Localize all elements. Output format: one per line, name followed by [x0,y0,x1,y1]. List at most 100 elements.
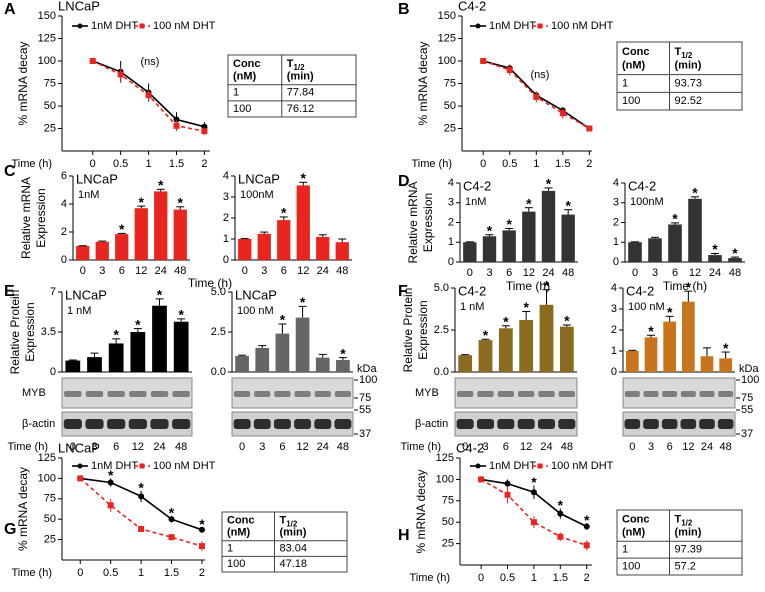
blot-band [537,419,556,429]
y-tick-label: 1 [448,236,454,248]
bar [87,357,102,372]
blot-band [107,391,125,397]
panel-letter: C [4,163,16,180]
x-tick-label: 48 [562,267,574,279]
data-point [478,476,485,483]
data-point [198,543,205,550]
y-tick-label: 0 [223,254,229,266]
y-tick-label: 125 [38,32,56,44]
blot-band [129,391,147,397]
x-tick-label: 0.5 [113,158,128,170]
blot-band [294,391,311,397]
blot-band [680,419,697,429]
y-axis-label: Relative mRNA [19,177,33,259]
x-tick-label: 1 [138,567,144,579]
significance-label: * [340,345,346,361]
blot-band [63,419,82,429]
table-cell: 1 [622,77,628,89]
y-tick-label: 125 [438,32,456,44]
table-header-text: Conc [622,46,650,58]
chart-subtitle: 1 nM [67,305,91,317]
bar [238,239,252,260]
chart-subtitle: 100nM [630,196,664,208]
significance-label: * [280,312,286,328]
blot-band [624,391,640,397]
bar [478,340,493,372]
kda-marker: 55 [741,404,753,416]
table-header-sub: 1/2 [681,51,693,60]
x-tick-label: 2 [584,572,590,584]
blot-band [456,419,474,429]
significance-label: * [672,211,678,227]
table-header-sub: 1/2 [293,63,305,72]
bar [336,360,350,372]
x-tick-label: 6 [503,441,509,453]
blot-panel [61,377,193,409]
table-header-text: T [280,515,287,527]
x-tick-label: 48 [561,441,573,453]
y-tick-label: 1 [223,233,229,245]
x-tick-label: 0 [480,158,486,170]
bar [335,242,349,260]
y-tick-label: 1 [613,236,619,248]
x-tick-label: 1 [146,158,152,170]
x-tick-label: 0.5 [500,572,515,584]
table-cell: 76.12 [287,103,315,115]
significance-label: * [723,340,729,356]
y-tick-label: 5.0 [211,286,226,298]
kda-label: kDa [357,363,377,375]
legend-marker [139,23,145,29]
y-tick-label: 100 [438,55,456,67]
x-axis-label: Time (h) [506,279,550,293]
legend-marker [537,23,543,29]
table-header-sub: 1/2 [681,518,693,527]
y-tick-label: 150 [438,10,456,22]
bar [625,351,639,372]
chart-subtitle: 100 nM [628,301,665,313]
data-point [530,489,537,496]
bar [235,356,249,372]
y-tick-label: 7 [50,286,56,298]
annotation: (ns) [531,69,550,81]
x-tick-label: 12 [682,441,694,453]
x-tick-label: 48 [336,265,348,277]
table-header-text: Conc [233,58,261,70]
bar [519,319,534,372]
x-tick-label: 0 [632,267,638,279]
legend-marker [77,23,83,29]
y-tick-label: 50 [444,100,456,112]
y-axis-label: % mRNA decay [414,469,428,553]
chart-subtitle: 100 nM [237,305,274,317]
blot-band [314,391,331,397]
y-axis-label: % mRNA decay [16,467,30,551]
x-tick-label: 12 [132,441,144,453]
table-cell: 100 [227,558,245,570]
blot-band [558,419,576,429]
y-tick-label: 2 [448,216,454,228]
blot-band [274,391,291,397]
bar [681,301,695,372]
blot-band [558,391,575,397]
data-point [138,493,145,500]
bar [522,211,536,262]
table-header: Conc [622,46,650,58]
x-axis-label: Time (h) [11,158,52,170]
blot-band [718,391,734,397]
data-point [530,519,537,526]
y-tick-label: 0 [613,256,619,268]
y-tick-label: 4 [613,177,619,189]
data-point [583,542,590,549]
blot-band [457,391,474,397]
table-header: T1/2 [675,513,693,527]
bar [95,241,109,260]
data-point [559,110,566,117]
y-tick-label: 125 [38,452,56,464]
x-tick-label: 0.5 [103,567,118,579]
x-tick-label: 1 [533,158,539,170]
y-tick-label: 150 [38,10,56,22]
data-point [506,67,513,73]
significance-label: * [139,194,145,210]
y-axis-label: % mRNA decay [16,41,30,125]
y-tick-label: 3 [223,191,229,203]
blot-band [517,419,535,429]
